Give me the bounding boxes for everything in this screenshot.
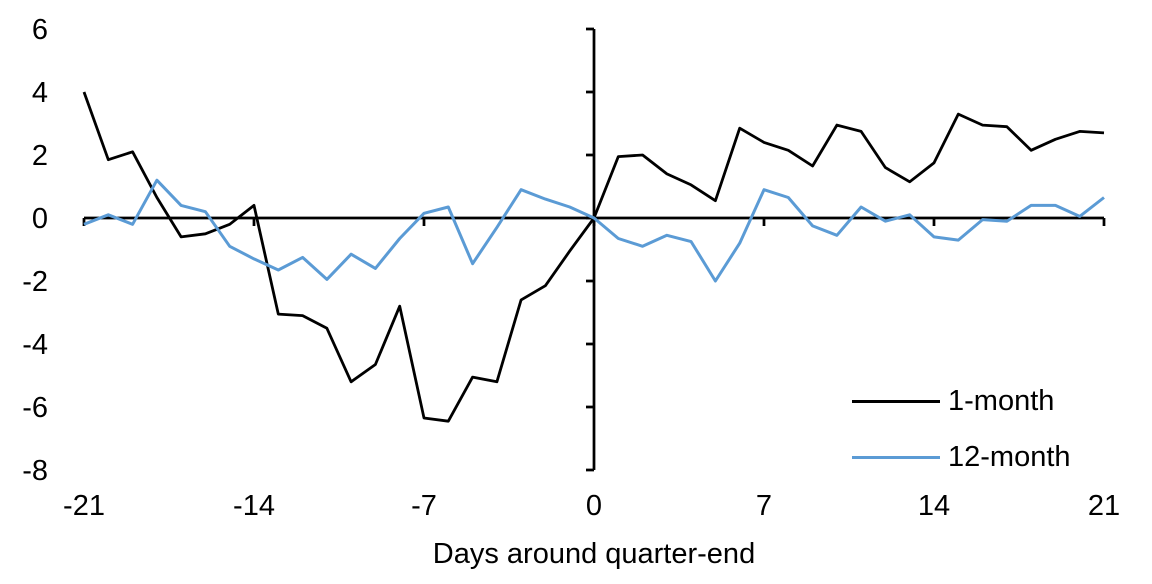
x-tick-label: 14 [918,490,950,522]
x-tick-label: -21 [63,490,105,522]
legend: 1-month 12-month [852,384,1071,473]
y-tick-label: -8 [22,455,48,487]
y-tick-label: 6 [32,14,48,46]
y-tick-label: -4 [22,329,48,361]
legend-swatch-12-month [852,455,940,459]
x-tick-label: 0 [586,490,602,522]
x-tick-label: 21 [1088,490,1120,522]
legend-label-1-month: 1-month [948,384,1055,417]
y-tick-label: -6 [22,392,48,424]
legend-item-1-month: 1-month [852,384,1071,417]
legend-item-12-month: 12-month [852,440,1071,473]
y-tick-label: 0 [32,203,48,235]
series-line-12-month [83,178,1105,283]
x-tick-label: 7 [756,490,772,522]
legend-swatch-1-month [852,399,940,403]
legend-label-12-month: 12-month [948,440,1071,473]
x-axis-title: Days around quarter-end [432,538,756,570]
x-tick-label: -7 [411,490,437,522]
y-tick-label: 4 [32,77,48,109]
y-tick-label: -2 [22,266,48,298]
x-tick-label: -14 [233,490,275,522]
y-tick-label: 2 [32,140,48,172]
